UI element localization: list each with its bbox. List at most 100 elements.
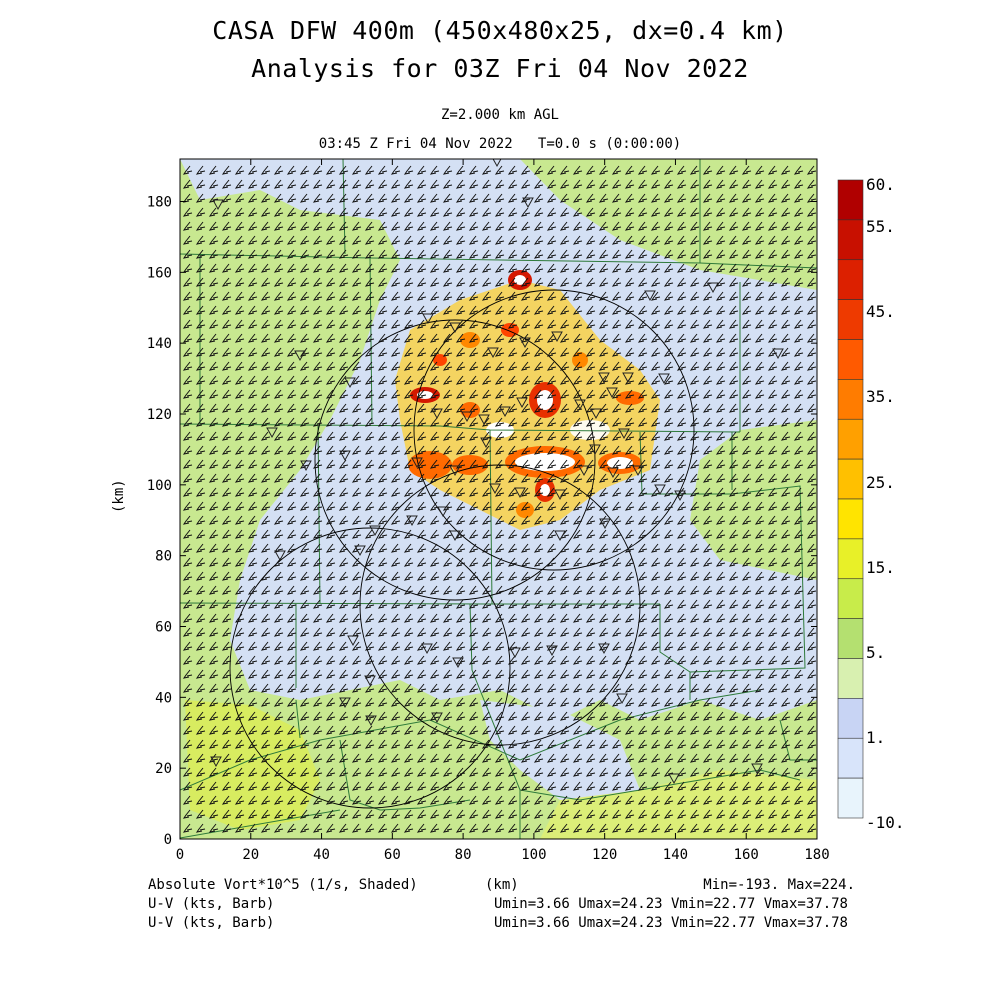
wind-barb	[429, 627, 440, 637]
wind-barb	[442, 417, 453, 427]
wind-barb	[429, 333, 440, 343]
wind-barb	[182, 165, 193, 175]
wind-barb	[572, 557, 583, 567]
wind-barb	[702, 585, 713, 595]
wind-barb	[624, 207, 635, 217]
station-marker	[300, 460, 312, 472]
station-marker	[516, 397, 528, 409]
wind-barb	[728, 235, 739, 245]
wind-barb	[676, 641, 687, 651]
wind-barb	[208, 683, 219, 693]
wind-barb	[702, 389, 713, 399]
wind-barb	[780, 809, 791, 819]
wind-barb	[260, 711, 271, 721]
wind-barb	[637, 473, 648, 483]
wind-barb	[390, 235, 401, 245]
wind-barb	[806, 333, 817, 343]
wind-barb	[793, 445, 804, 455]
wind-barb	[247, 781, 258, 791]
wind-barb	[416, 347, 427, 357]
wind-barb	[377, 277, 388, 287]
wind-barb	[715, 487, 726, 497]
wind-barb	[481, 515, 492, 525]
wind-barb	[494, 179, 505, 189]
wind-barb	[572, 403, 583, 413]
wind-barb	[234, 221, 245, 231]
wind-barb	[221, 347, 232, 357]
wind-barb	[377, 179, 388, 189]
wind-barb	[637, 641, 648, 651]
colorbar-swatch	[837, 498, 864, 540]
wind-barb	[273, 389, 284, 399]
wind-barb	[403, 207, 414, 217]
wind-barb	[403, 319, 414, 329]
station-marker	[411, 457, 423, 469]
wind-barb	[637, 179, 648, 189]
wind-barb	[390, 375, 401, 385]
wind-barb	[325, 543, 336, 553]
wind-barb	[481, 627, 492, 637]
wind-barb	[689, 725, 700, 735]
wind-barb	[741, 165, 752, 175]
wind-barb	[234, 459, 245, 469]
wind-barb	[260, 221, 271, 231]
wind-barb	[533, 627, 544, 637]
wind-barb	[364, 683, 375, 693]
wind-barb	[195, 501, 206, 511]
wind-barb	[390, 697, 401, 707]
wind-barb	[806, 487, 817, 497]
wind-barb	[442, 711, 453, 721]
wind-barb	[286, 809, 297, 819]
wind-barb	[481, 809, 492, 819]
wind-barb	[689, 445, 700, 455]
wind-barb	[494, 571, 505, 581]
wind-barb	[221, 683, 232, 693]
wind-barb	[663, 585, 674, 595]
wind-barb	[390, 165, 401, 175]
wind-barb	[572, 221, 583, 231]
wind-barb	[390, 599, 401, 609]
wind-barb	[585, 697, 596, 707]
wind-barb	[533, 179, 544, 189]
wind-barb	[481, 669, 492, 679]
wind-barb	[598, 249, 609, 259]
wind-barb	[442, 767, 453, 777]
wind-barb	[728, 361, 739, 371]
wind-barb	[182, 641, 193, 651]
y-tick-label: 160	[147, 265, 172, 281]
wind-barb	[806, 739, 817, 749]
wind-barb	[429, 389, 440, 399]
wind-barb	[637, 585, 648, 595]
wind-barb	[741, 501, 752, 511]
wind-barb	[689, 543, 700, 553]
wind-barb	[351, 305, 362, 315]
station-marker	[449, 465, 461, 477]
wind-barb	[559, 305, 570, 315]
wind-barb	[728, 683, 739, 693]
wind-barb	[689, 347, 700, 357]
wind-barb	[520, 795, 531, 805]
wind-barb	[728, 641, 739, 651]
wind-barb	[390, 263, 401, 273]
wind-barb	[754, 515, 765, 525]
wind-barb	[754, 445, 765, 455]
wind-barb	[325, 683, 336, 693]
wind-barb	[403, 683, 414, 693]
wind-barb	[546, 655, 557, 665]
wind-barb	[429, 655, 440, 665]
wind-barb	[793, 221, 804, 231]
wind-barb	[260, 277, 271, 287]
wind-barb	[689, 627, 700, 637]
wind-barb	[546, 235, 557, 245]
wind-barb	[793, 249, 804, 259]
wind-barb	[442, 207, 453, 217]
wind-barb	[416, 207, 427, 217]
wind-barb	[273, 487, 284, 497]
wind-barb	[767, 403, 778, 413]
wind-barb	[286, 249, 297, 259]
station-marker	[210, 756, 222, 768]
wind-barb	[572, 571, 583, 581]
wind-barb	[273, 277, 284, 287]
wind-barb	[468, 767, 479, 777]
wind-barb	[273, 529, 284, 539]
